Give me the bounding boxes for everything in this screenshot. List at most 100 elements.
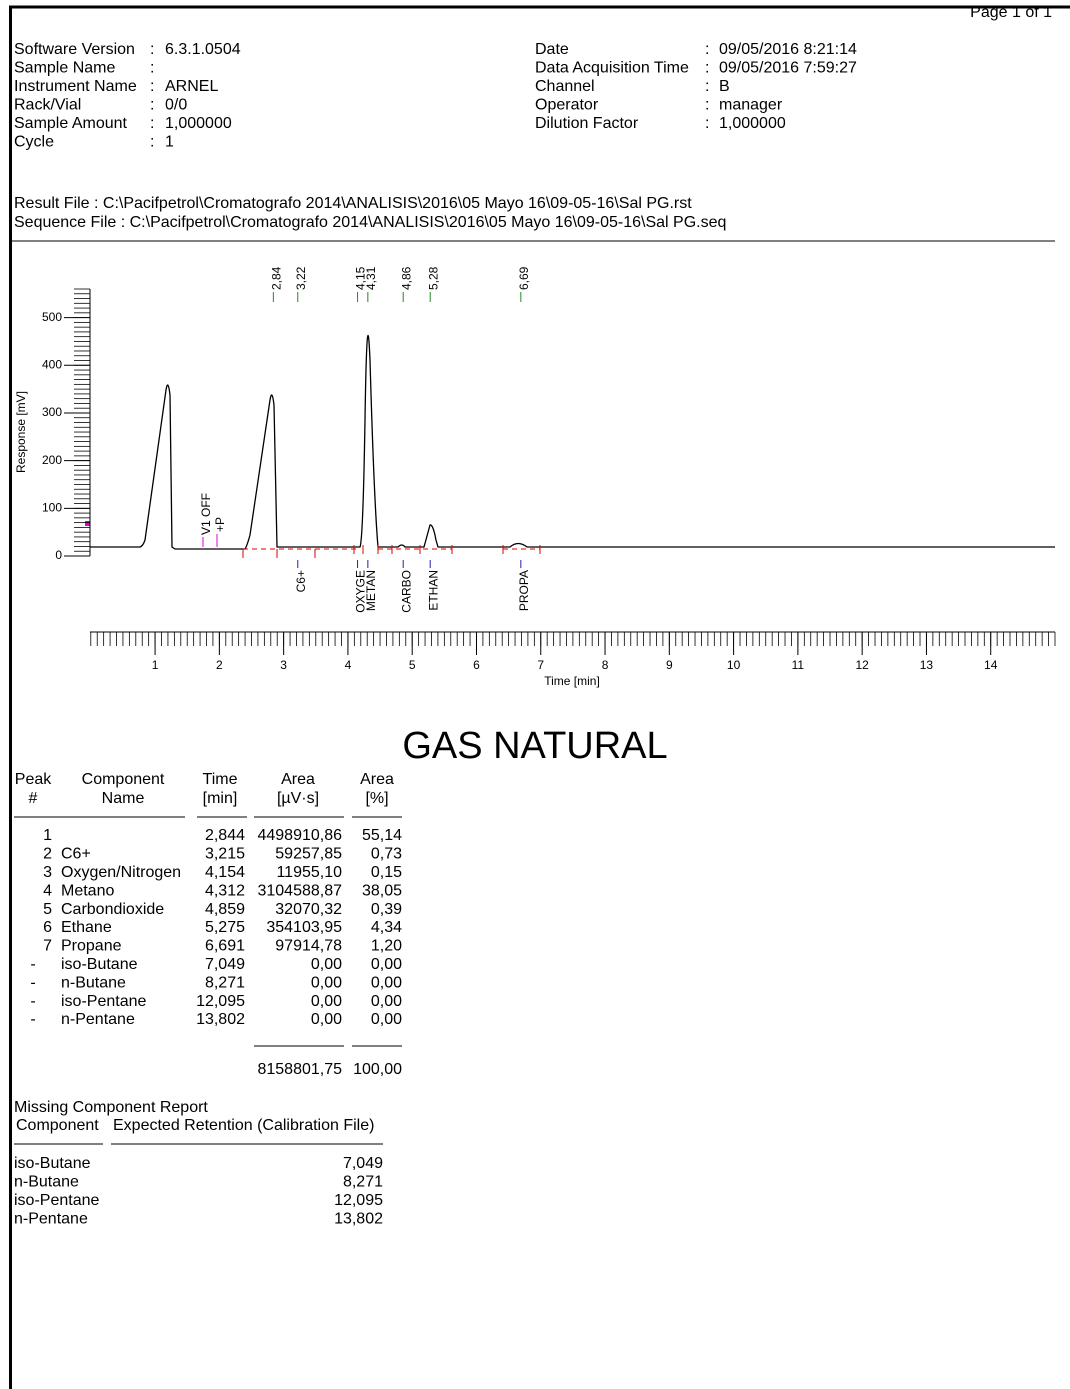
cell: 4,154 [205,864,245,881]
separator: : [150,60,154,77]
field-value: B [719,78,730,95]
cell: 4,312 [205,882,245,899]
total-percent: 100,00 [353,1061,402,1078]
x-tick-label: 13 [920,658,934,672]
x-tick-label: 8 [602,658,609,672]
cell: Ethane [61,919,112,936]
column-header: Time [203,771,238,788]
cell: 2 [43,846,52,863]
peak-time: 2,84 [270,266,284,290]
result-file: Result File : C:\Pacifpetrol\Cromatograf… [14,195,692,212]
cell: Metano [61,882,114,899]
separator: : [150,78,154,95]
separator: : [705,60,709,77]
separator: : [705,78,709,95]
cell: 97914,78 [275,938,342,955]
signal [90,335,1055,550]
cell: 13,802 [196,1011,245,1028]
peak-time: 5,28 [426,266,440,290]
cell: - [30,1011,35,1028]
report-title: GAS NATURAL [402,725,667,767]
event-mark [85,521,90,526]
component-label: OXYGE [354,570,368,613]
peak-time: 4,86 [399,266,413,290]
cell: Oxygen/Nitrogen [61,864,181,881]
cell: 0,15 [371,864,402,881]
component-label: PROPA [517,570,531,611]
field-label: Channel [535,78,595,95]
field-label: Instrument Name [14,78,137,95]
field-value: 1 [165,134,174,151]
peak-time: 4,31 [364,266,378,290]
cell: 38,05 [362,882,402,899]
total-area: 8158801,75 [257,1061,342,1078]
field-label: Data Acquisition Time [535,60,689,77]
column-header: Peak [15,771,52,788]
x-tick-label: 10 [727,658,741,672]
field-label: Sample Amount [14,115,128,132]
column-header: Expected Retention (Calibration File) [113,1117,374,1134]
cell: iso-Pentane [61,993,146,1010]
column-header: [%] [365,790,388,807]
cell: 8,271 [205,974,245,991]
cell: iso-Pentane [14,1192,99,1209]
cell: 4 [43,882,52,899]
cell: 5 [43,901,52,918]
cell: 6 [43,919,52,936]
cell: 0,00 [311,1011,342,1028]
field-value: 0/0 [165,97,187,114]
separator: : [705,115,709,132]
cell: 0,00 [371,1011,402,1028]
x-tick-label: 4 [345,658,352,672]
column-header: [µV·s] [277,790,319,807]
field-value: 6.3.1.0504 [165,41,241,58]
component-label: ETHAN [426,570,440,611]
event-label: V1 OFF [199,493,213,535]
cell: 3104588,87 [257,882,342,899]
y-tick-label: 300 [42,405,62,419]
field-label: Dilution Factor [535,115,639,132]
cell: - [30,974,35,991]
cell: n-Butane [61,974,126,991]
x-tick-label: 6 [473,658,480,672]
cell: 12,095 [196,993,245,1010]
column-header: [min] [203,790,238,807]
column-header: Name [102,790,145,807]
cell: 0,00 [371,956,402,973]
cell: - [30,993,35,1010]
x-tick-label: 2 [216,658,223,672]
separator: : [150,115,154,132]
x-axis-label: Time [min] [544,674,600,688]
peak-time: 3,22 [294,266,308,290]
y-axis-label: Response [mV] [14,391,28,473]
x-tick-label: 9 [666,658,673,672]
field-label: Software Version [14,41,135,58]
component-label: C6+ [294,570,308,592]
separator: : [150,41,154,58]
cell: n-Butane [14,1174,79,1191]
cell: 4,859 [205,901,245,918]
cell: iso-Butane [14,1155,91,1172]
y-tick-label: 400 [42,357,62,371]
column-header: Area [281,771,315,788]
separator: : [705,97,709,114]
field-label: Cycle [14,134,54,151]
cell: 55,14 [362,827,402,844]
field-value: 1,000000 [165,115,232,132]
cell: 4498910,86 [257,827,342,844]
cell: 0,00 [311,993,342,1010]
missing-title: Missing Component Report [14,1099,208,1116]
cell: 0,39 [371,901,402,918]
cell: 1 [43,827,52,844]
cell: 3,215 [205,846,245,863]
cell: 4,34 [371,919,402,936]
cell: 2,844 [205,827,245,844]
x-tick-label: 1 [152,658,159,672]
cell: 7 [43,938,52,955]
y-tick-label: 0 [55,548,62,562]
x-tick-label: 5 [409,658,416,672]
y-tick-label: 200 [42,453,62,467]
cell: Propane [61,938,122,955]
cell: n-Pentane [61,1011,135,1028]
